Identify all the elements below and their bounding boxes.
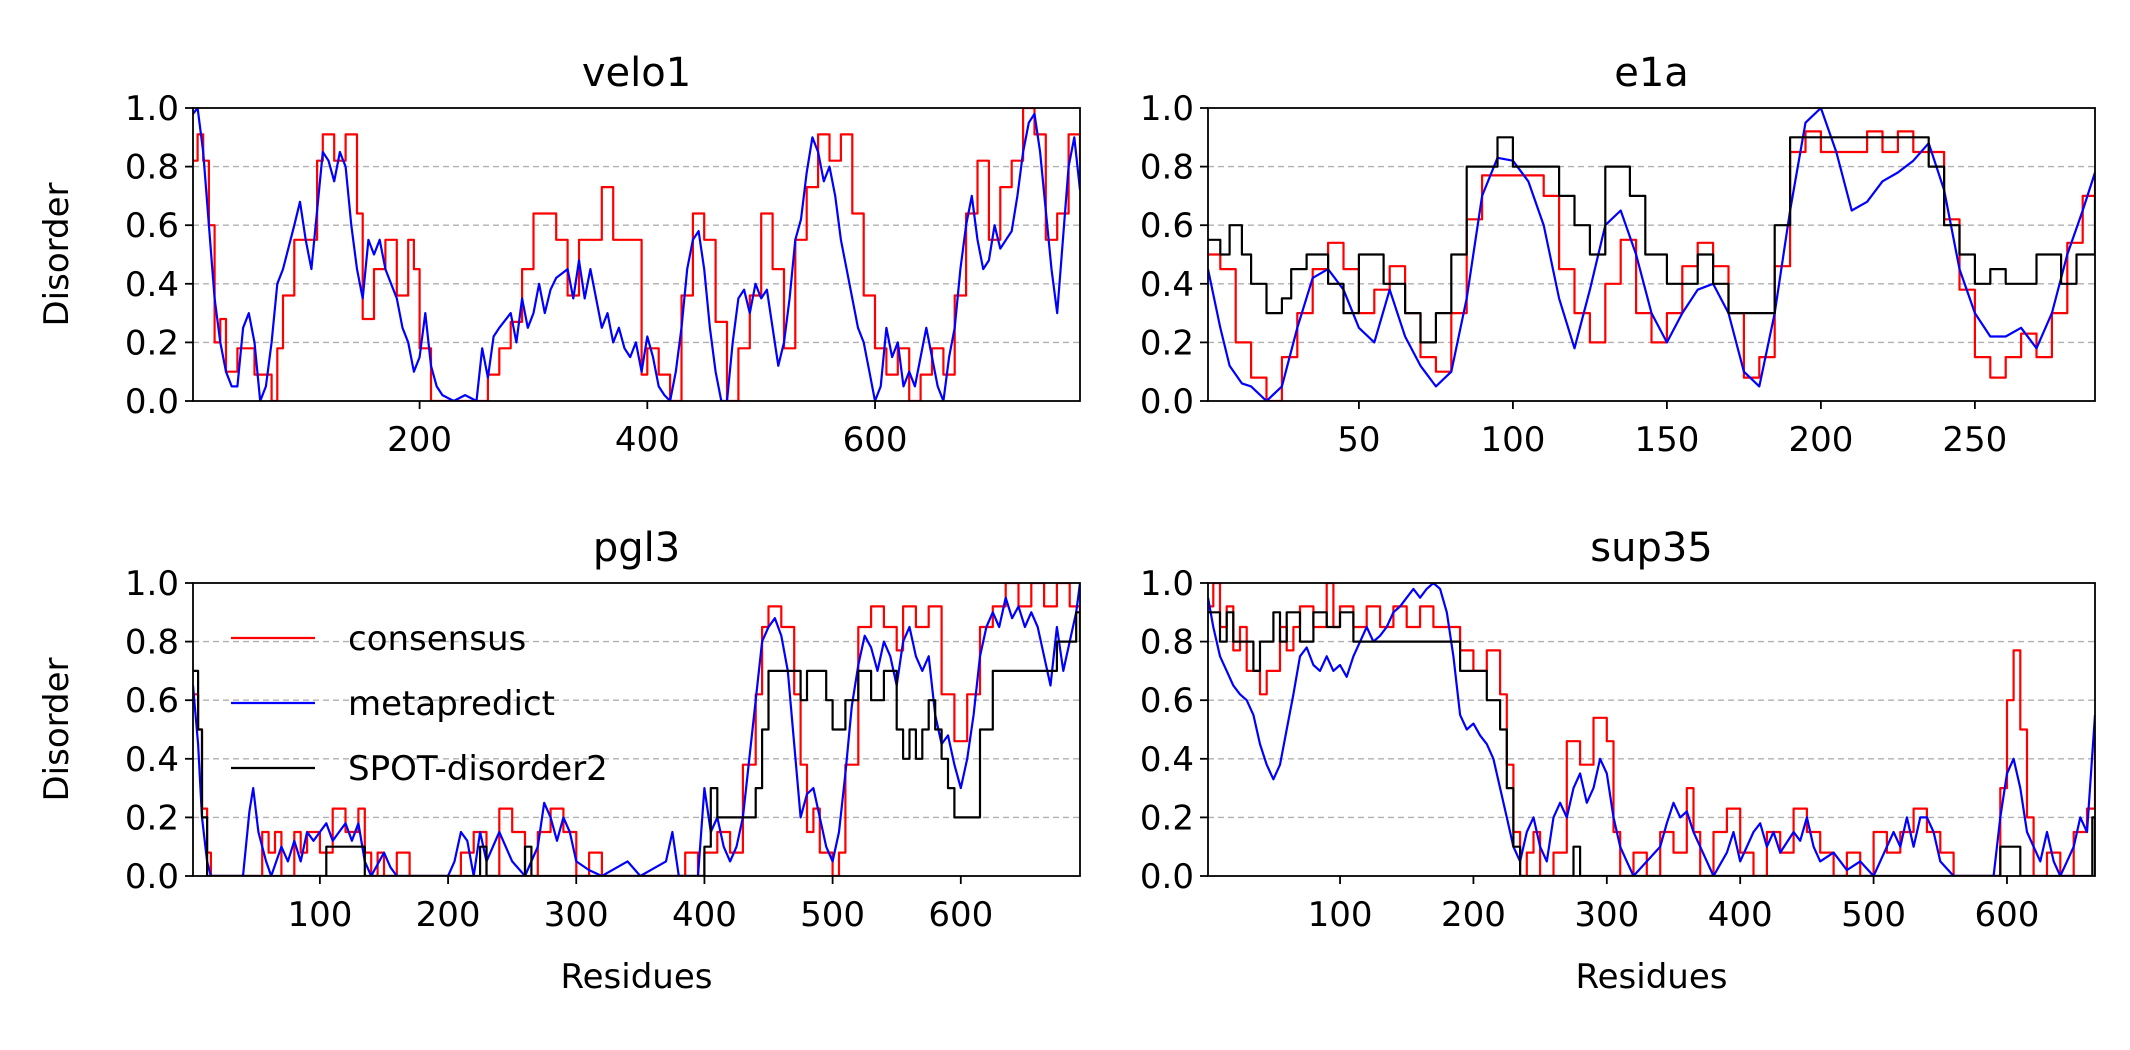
legend-label: consensus [348,619,526,659]
x-tick-label: 600 [1975,895,2040,935]
y-axis-label: Disorder [37,182,77,326]
series-line-metapredict [1208,108,2095,401]
x-tick-label: 300 [1574,895,1639,935]
y-tick-label: 0.6 [125,681,179,721]
y-tick-label: 1.0 [1140,564,1194,604]
y-tick-label: 0.2 [125,323,179,363]
series-line-spot-disorder2 [193,611,1080,876]
series-group [1208,583,2095,876]
panel-title: e1a [1614,50,1689,96]
x-tick-label: 500 [800,895,865,935]
y-tick-label: 0.0 [125,857,179,897]
y-tick-label: 0.8 [125,623,179,663]
legend-label: metapredict [348,684,555,724]
series-line-consensus [193,583,1080,876]
x-tick-label: 100 [1480,420,1545,460]
series-group [1208,108,2095,401]
legend-label: SPOT-disorder2 [348,749,608,789]
series-line-metapredict [1208,583,2095,876]
y-tick-label: 0.8 [125,148,179,188]
panel-sup35: sup35 0.0 0.2 0.4 0.6 0.8 1.0 100 200 300 400 500 60… [1140,525,2096,997]
x-tick-label: 200 [1788,420,1853,460]
legend: consensus metapredict SPOT-disorder2 [231,619,608,789]
y-tick-label: 1.0 [1140,89,1194,129]
series-line-metapredict [193,108,1080,401]
y-tick-label: 0.0 [125,382,179,422]
y-tick-label: 0.8 [1140,623,1194,663]
y-tick-label: 0.6 [1140,681,1194,721]
y-tick-label: 1.0 [125,89,179,129]
y-axis-label: Disorder [37,657,77,801]
panel-title: velo1 [582,50,691,96]
x-tick-label: 300 [544,895,609,935]
y-tick-label: 0.4 [1140,740,1194,780]
y-tick-label: 0.2 [125,798,179,838]
y-tick-label: 0.0 [1140,382,1194,422]
x-tick-label: 250 [1942,420,2007,460]
panel-pgl3: pgl3 0.0 0.2 0.4 0.6 0.8 1.0 100 200 300 400 500 600… [37,525,1081,997]
panel-e1a: e1a 0.0 0.2 0.4 0.6 0.8 1.0 50 100 150 200 250 [1140,50,2096,460]
y-tick-label: 0.2 [1140,798,1194,838]
series-line-consensus [193,108,1080,401]
axes-frame [192,582,1081,877]
axes-frame [1207,107,2096,402]
y-tick-label: 0.4 [125,265,179,305]
x-axis-label: Residues [561,957,713,997]
x-tick-label: 150 [1634,420,1699,460]
series-line-metapredict [193,583,1080,876]
y-tick-label: 0.0 [1140,857,1194,897]
x-tick-label: 400 [1708,895,1773,935]
panels: velo1 0.0 0.2 0.4 0.6 0.8 1.0 200 400 600 Disorder… [37,50,2096,997]
y-tick-label: 0.6 [1140,206,1194,246]
panel-title: pgl3 [593,525,680,571]
panel-velo1: velo1 0.0 0.2 0.4 0.6 0.8 1.0 200 400 600 Disorder [37,50,1081,460]
series-group [193,108,1080,401]
x-tick-label: 400 [672,895,737,935]
axes-frame [192,107,1081,402]
x-tick-label: 400 [615,420,680,460]
y-tick-label: 1.0 [125,564,179,604]
panel-title: sup35 [1590,525,1712,571]
x-tick-label: 500 [1841,895,1906,935]
x-tick-label: 50 [1337,420,1380,460]
x-tick-label: 200 [1441,895,1506,935]
x-tick-label: 200 [387,420,452,460]
x-axis-label: Residues [1576,957,1728,997]
x-tick-label: 100 [1308,895,1373,935]
series-group [193,583,1080,876]
y-tick-label: 0.2 [1140,323,1194,363]
x-tick-label: 600 [928,895,993,935]
y-tick-label: 0.8 [1140,148,1194,188]
y-tick-label: 0.4 [1140,265,1194,305]
axes-frame [1207,582,2096,877]
y-tick-label: 0.6 [125,206,179,246]
series-line-spot-disorder2 [1208,136,2095,344]
y-tick-label: 0.4 [125,740,179,780]
x-tick-label: 100 [287,895,352,935]
x-tick-label: 200 [416,895,481,935]
series-line-spot-disorder2 [1208,611,2095,876]
x-tick-label: 600 [843,420,908,460]
